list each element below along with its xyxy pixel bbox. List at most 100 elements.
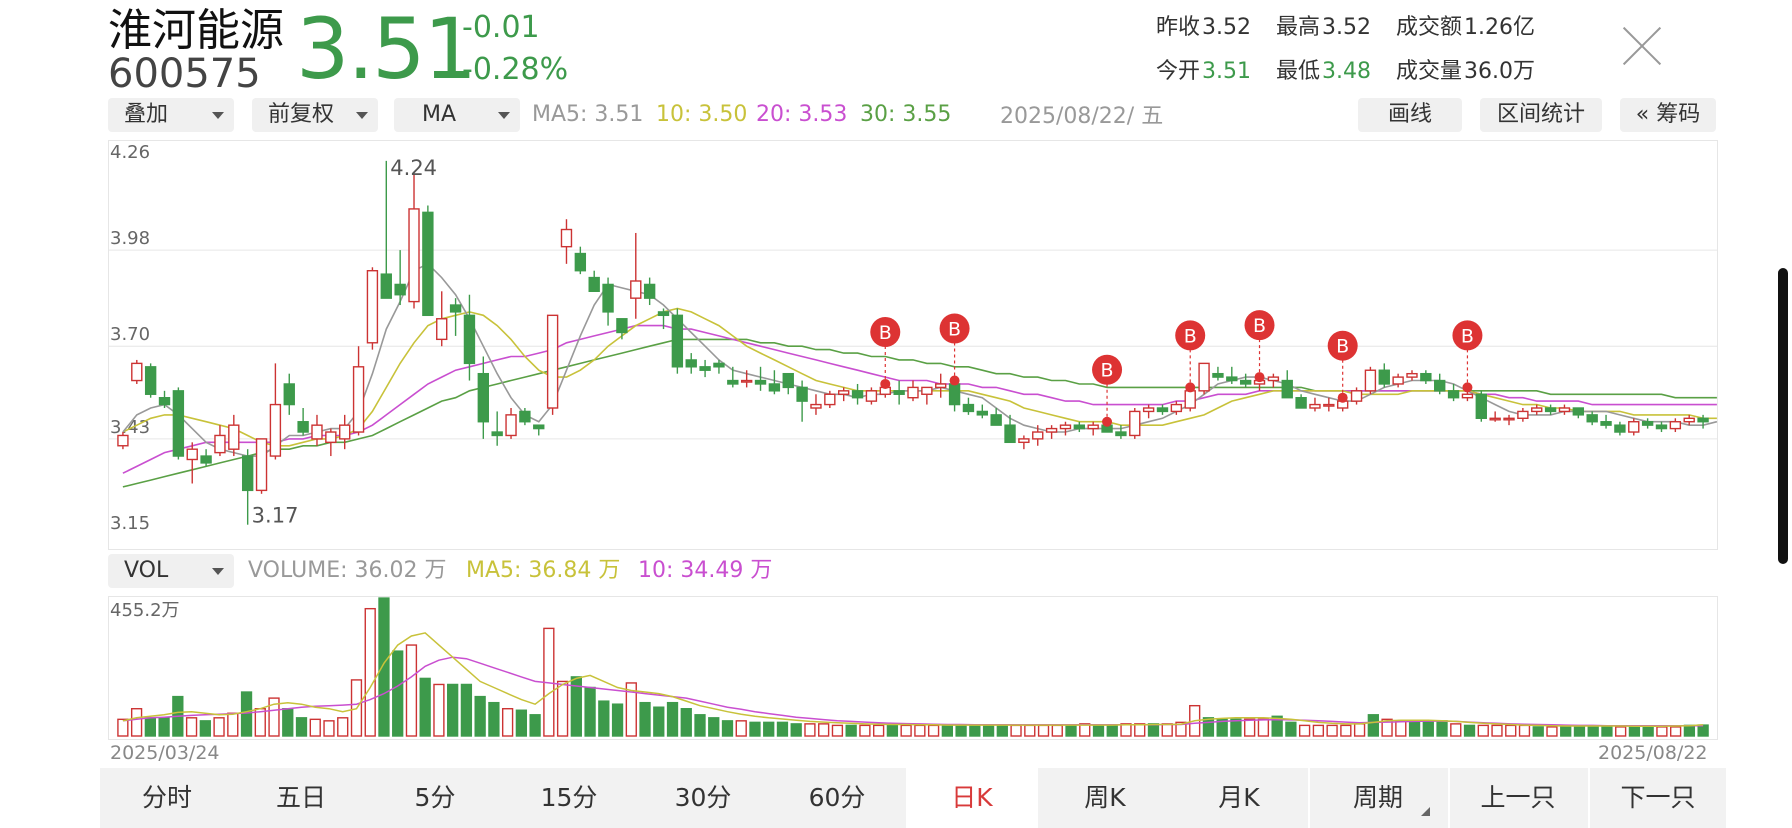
tab-30min[interactable]: 30分 bbox=[674, 783, 732, 812]
volume-bar-up bbox=[900, 724, 912, 737]
scrollbar-thumb[interactable] bbox=[1778, 268, 1788, 564]
candle-body-down bbox=[1226, 376, 1238, 382]
tab-5min[interactable]: 5分 bbox=[414, 783, 456, 812]
ma5-value: MA5: 3.51 bbox=[532, 102, 644, 127]
volume-bar-down bbox=[1106, 724, 1118, 737]
candle-body-up bbox=[1350, 390, 1363, 402]
candle bbox=[366, 267, 379, 350]
candle bbox=[713, 359, 725, 374]
candle bbox=[449, 298, 462, 336]
volume-bar-down bbox=[474, 695, 486, 737]
next-stock-button[interactable]: 下一只 bbox=[1620, 783, 1696, 812]
tab-intraday[interactable]: 分时 bbox=[141, 783, 192, 812]
candle bbox=[699, 359, 711, 378]
candle bbox=[1669, 418, 1682, 433]
adjust-dropdown[interactable]: 前复权 bbox=[252, 98, 378, 132]
volume-bar-up bbox=[213, 717, 225, 737]
candle-body-up bbox=[1267, 376, 1280, 382]
candle bbox=[1212, 366, 1224, 381]
range-stats-button[interactable]: 区间统计 bbox=[1480, 98, 1602, 132]
stat-amount: 成交额1.26亿 bbox=[1396, 14, 1535, 42]
chips-button[interactable]: « 筹码 bbox=[1620, 98, 1716, 132]
candle bbox=[491, 411, 503, 446]
volume-bar-down bbox=[529, 714, 541, 737]
candle-body-up bbox=[269, 403, 282, 457]
buy-marker-icon bbox=[870, 316, 901, 347]
tab-weekly[interactable]: 周K bbox=[1084, 783, 1126, 812]
candle-body-down bbox=[1434, 379, 1446, 392]
volume-bar-down bbox=[1697, 724, 1709, 737]
volume-bar-up bbox=[309, 718, 321, 737]
candle bbox=[1281, 370, 1293, 399]
candle bbox=[727, 366, 739, 388]
candle bbox=[1364, 366, 1377, 395]
candle-body-up bbox=[1461, 393, 1474, 399]
volume-bar-up bbox=[130, 708, 143, 737]
stat-value: 36.0万 bbox=[1464, 59, 1536, 84]
candle bbox=[1323, 397, 1335, 412]
indicator-dropdown[interactable]: MA bbox=[394, 98, 520, 132]
candle-body-up bbox=[505, 414, 517, 437]
candle bbox=[283, 373, 295, 415]
volume-bar-up bbox=[1505, 724, 1517, 737]
candle-body-down bbox=[1281, 379, 1293, 399]
volume-bar-down bbox=[1532, 726, 1544, 737]
candle bbox=[630, 232, 642, 319]
volume-bar-down bbox=[1216, 718, 1228, 737]
candle bbox=[200, 449, 212, 467]
volume-bar-up bbox=[735, 720, 747, 737]
tab-15min[interactable]: 15分 bbox=[540, 783, 598, 812]
candle-body-up bbox=[339, 424, 351, 440]
volume-bar-up bbox=[227, 712, 239, 737]
prev-stock-button[interactable]: 上一只 bbox=[1480, 783, 1556, 812]
candle-body-down bbox=[893, 390, 905, 395]
candle-body-down bbox=[685, 359, 697, 368]
candle bbox=[1489, 411, 1501, 422]
stock-code: 600575 bbox=[108, 51, 261, 97]
candle bbox=[1087, 421, 1099, 436]
tab-monthly[interactable]: 月K bbox=[1218, 783, 1260, 812]
tab-five-day[interactable]: 五日 bbox=[275, 783, 326, 812]
candle-body-up bbox=[1323, 403, 1335, 407]
candle bbox=[616, 318, 628, 340]
candle bbox=[255, 438, 268, 494]
volume-bar-down bbox=[1587, 726, 1599, 737]
period-button[interactable]: 周期 bbox=[1310, 768, 1446, 828]
candle-body-up bbox=[921, 386, 933, 395]
volume-bar-up bbox=[1340, 724, 1352, 737]
candle-body-down bbox=[380, 273, 392, 299]
volume-indicator-dropdown[interactable]: VOL bbox=[108, 554, 234, 588]
buy-marker-icon bbox=[1327, 330, 1358, 361]
draw-line-button[interactable]: 画线 bbox=[1358, 98, 1462, 132]
volume-bar-up bbox=[804, 723, 816, 737]
volume-bar-down bbox=[776, 721, 789, 737]
volume-bar-down bbox=[763, 721, 775, 737]
volume-bar-up bbox=[914, 724, 926, 737]
candle-body-up bbox=[1198, 362, 1210, 392]
candle bbox=[131, 359, 143, 384]
tab-60min[interactable]: 60分 bbox=[808, 783, 866, 812]
close-icon[interactable] bbox=[1620, 24, 1664, 68]
volume-chart[interactable]: 455.2万 bbox=[108, 596, 1718, 740]
volume-bar-down bbox=[1601, 726, 1613, 737]
candle bbox=[1350, 387, 1363, 405]
indicator-label: MA bbox=[422, 102, 457, 127]
volume-bar-up bbox=[1326, 724, 1338, 737]
candle-body-up bbox=[408, 208, 420, 303]
stock-name: 淮河能源 bbox=[108, 5, 284, 56]
candle bbox=[1697, 414, 1709, 429]
overlay-dropdown[interactable]: 叠加 bbox=[108, 98, 234, 132]
volume-bar-down bbox=[639, 701, 651, 737]
candle-body-up bbox=[1364, 369, 1377, 392]
candle-body-down bbox=[1655, 424, 1668, 430]
tab-daily[interactable]: 日K bbox=[906, 768, 1038, 828]
kline-chart[interactable]: 4.26 3.98 3.70 3.43 3.15 4.24 3.17 B B B B B B B bbox=[108, 140, 1718, 550]
volume-bar-down bbox=[392, 650, 404, 737]
volume-bar-up bbox=[1518, 724, 1531, 737]
volume-bar-down bbox=[1092, 724, 1105, 737]
divider bbox=[1448, 768, 1450, 828]
candle-body-up bbox=[1531, 407, 1543, 413]
volume-bar-up bbox=[1381, 718, 1393, 737]
candle bbox=[657, 308, 670, 330]
candle-body-down bbox=[1614, 424, 1626, 433]
